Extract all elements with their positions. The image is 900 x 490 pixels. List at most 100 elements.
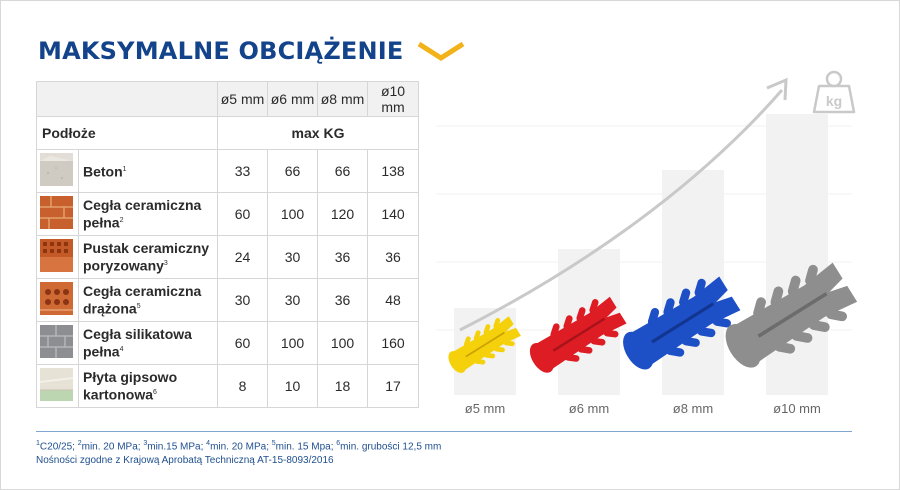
load-value: 30: [267, 235, 318, 279]
load-value: 36: [317, 235, 368, 279]
footnote-text: min.15 MPa;: [147, 441, 207, 453]
material-name-line1: Cegła ceramiczna: [83, 283, 202, 300]
table-row: Cegła silikatowa pełna4 60 100 100 160: [36, 321, 419, 365]
material-swatch-cell: [36, 278, 79, 322]
load-value: 60: [217, 192, 268, 236]
material-brick-solid-icon: [39, 193, 73, 229]
table-header-row: ø5 mm ø6 mm ø8 mm ø10 mm: [36, 81, 419, 117]
material-name-line1: Pustak ceramiczny: [83, 240, 210, 257]
footnote-marker: 2: [77, 440, 82, 447]
x-tick-label: ø5 mm: [465, 401, 505, 416]
footnote-marker: 5: [271, 440, 276, 447]
weight-body: [812, 84, 856, 114]
load-value: 24: [217, 235, 268, 279]
page-title: MAKSYMALNE OBCIĄŻENIE: [38, 37, 404, 65]
footnote-marker: 1: [122, 166, 127, 174]
substrate-label: Podłoże: [36, 116, 218, 150]
footnote-text: min. 20 MPa;: [81, 441, 144, 453]
footnote-marker: 1: [36, 440, 40, 447]
growth-arrow-line: [459, 89, 784, 332]
load-value: 100: [317, 321, 368, 365]
chevron-down-icon: [417, 41, 464, 61]
footnote-marker: 6: [336, 440, 341, 447]
load-value: 66: [267, 149, 318, 193]
divider: [36, 431, 852, 432]
footnote-approval: Nośności zgodne z Krajową Aprobatą Techn…: [36, 455, 334, 466]
footnote-text: min. 20 MPa;: [210, 441, 272, 453]
material-name-line1: Cegła silikatowa: [83, 326, 192, 343]
unit-label: max KG: [217, 116, 419, 150]
material-name-line1: Płyta gipsowo: [83, 369, 178, 386]
header-diameter: ø8 mm: [317, 81, 368, 117]
material-concrete-icon: [40, 153, 73, 186]
chart-bar: [766, 114, 828, 395]
material-name-line2: poryzowany: [83, 257, 164, 274]
material-name: Pustak ceramiczny poryzowany3: [78, 235, 218, 279]
material-swatch-cell: [36, 364, 79, 408]
material-name: Płyta gipsowo kartonowa6: [78, 364, 218, 408]
footnote-marker: 4: [206, 440, 211, 447]
footnote-marker: 5: [136, 303, 141, 311]
table-subheader-row: Podłoże max KG: [36, 116, 419, 150]
unit-text: KG: [323, 125, 345, 141]
load-value: 30: [217, 278, 268, 322]
table-row: Cegła ceramiczna pełna2 60 100 120 140: [36, 192, 419, 236]
x-tick-label: ø6 mm: [569, 401, 609, 416]
wall-plug-icon: [725, 262, 858, 368]
footnote-marker: 2: [119, 217, 124, 225]
material-swatch-cell: [36, 321, 79, 365]
material-silicate-icon: [40, 325, 73, 358]
material-name-line2: drążona: [83, 300, 137, 317]
material-name-line1: Cegła ceramiczna: [83, 197, 202, 214]
x-tick-label: ø8 mm: [673, 401, 713, 416]
material-swatch-cell: [36, 235, 79, 279]
load-value: 48: [367, 278, 419, 322]
load-value: 138: [367, 149, 419, 193]
footnote-text: min. grubości 12,5 mm: [340, 441, 442, 453]
load-value: 33: [217, 149, 268, 193]
table-row: Beton1 33 66 66 138: [36, 149, 419, 193]
x-tick-label: ø10 mm: [773, 401, 821, 416]
wall-plug-icon: [448, 316, 521, 373]
load-value: 60: [217, 321, 268, 365]
material-name: Cegła ceramiczna pełna2: [78, 192, 218, 236]
load-value: 30: [267, 278, 318, 322]
material-name-line2: pełna: [83, 343, 120, 360]
load-value: 100: [267, 321, 318, 365]
footnote-text: C20/25;: [39, 441, 78, 453]
header-diameter: ø5 mm: [217, 81, 268, 117]
material-brick-hollow-icon: [40, 282, 73, 315]
material-brick-porous-icon: [40, 239, 73, 272]
load-value: 36: [367, 235, 419, 279]
footnote-marker: 3: [143, 440, 148, 447]
wall-plug-icon: [529, 296, 627, 373]
material-name: Cegła silikatowa pełna4: [78, 321, 218, 365]
weight-kg-icon: [825, 70, 843, 88]
load-value: 66: [317, 149, 368, 193]
material-name-line2: kartonowa: [83, 386, 154, 403]
header-empty-cell: [36, 81, 218, 117]
weight-kg-label: kg: [826, 93, 842, 109]
load-table: ø5 mm ø6 mm ø8 mm ø10 mm Podłoże max KG …: [36, 81, 419, 408]
table-row: Pustak ceramiczny poryzowany3 24 30 36 36: [36, 235, 419, 279]
load-value: 36: [317, 278, 368, 322]
material-plasterboard-icon: [39, 368, 74, 401]
table-row: Cegła ceramiczna drążona5 30 30 36 48: [36, 278, 419, 322]
material-name-line2: pełna: [83, 214, 120, 231]
unit-prefix: max: [291, 125, 320, 141]
material-swatch-cell: [36, 192, 79, 236]
header-diameter: ø6 mm: [267, 81, 318, 117]
material-name-line1: Beton: [83, 163, 123, 180]
header-diameter: ø10 mm: [367, 81, 419, 117]
load-chart: ø5 mm ø6 mm ø8 mm ø10 mm kg: [436, 70, 858, 416]
table-row: Płyta gipsowo kartonowa6 8 10 18 17: [36, 364, 419, 408]
load-value: 100: [267, 192, 318, 236]
growth-arrow-head: [766, 77, 788, 101]
load-value: 120: [317, 192, 368, 236]
footnote-marker: 3: [163, 260, 168, 268]
wall-plug-icon: [623, 276, 741, 370]
load-value: 17: [367, 364, 419, 408]
footnote-standards: 1C20/25; 2min. 20 MPa; 3min.15 MPa; 4min…: [36, 440, 441, 452]
load-value: 18: [317, 364, 368, 408]
footnote-marker: 6: [153, 389, 157, 397]
